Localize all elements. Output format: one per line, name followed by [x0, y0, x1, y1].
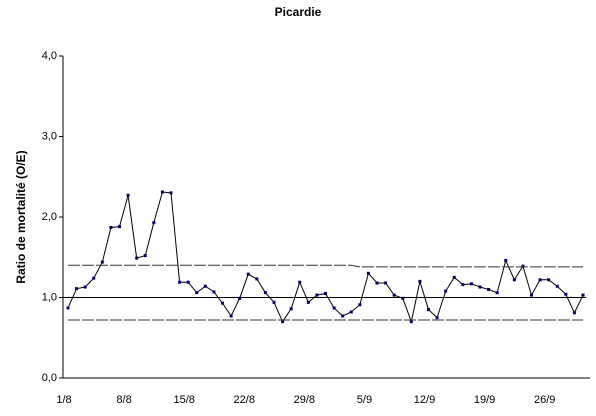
x-tick-label: 15/8: [173, 394, 194, 406]
point: [427, 308, 430, 312]
point: [272, 300, 276, 304]
point: [581, 293, 585, 297]
y-tick-label: 0,0: [42, 372, 57, 384]
x-tick-label: 26/9: [534, 394, 555, 406]
point: [538, 278, 542, 282]
x-tick-label: 5/9: [357, 394, 372, 406]
point: [435, 316, 439, 320]
point: [221, 301, 224, 305]
point: [160, 190, 164, 194]
point: [461, 283, 465, 287]
point: [66, 306, 70, 310]
point: [281, 320, 285, 324]
point: [384, 281, 388, 285]
point: [229, 314, 233, 318]
point: [109, 225, 113, 229]
point: [203, 284, 207, 288]
point: [358, 303, 362, 307]
point: [444, 289, 448, 293]
point: [332, 306, 336, 310]
point: [452, 275, 456, 279]
point: [195, 291, 199, 295]
limit-line: [68, 264, 583, 268]
point: [306, 300, 310, 304]
point: [530, 293, 533, 297]
point: [392, 293, 396, 297]
point: [478, 285, 482, 289]
point: [469, 282, 473, 286]
point: [564, 292, 568, 296]
point: [143, 254, 147, 258]
point: [169, 191, 173, 195]
point: [409, 320, 413, 324]
point: [92, 276, 96, 280]
point: [547, 278, 551, 282]
point: [186, 280, 190, 284]
point: [263, 291, 267, 295]
point: [495, 291, 499, 295]
x-tick-label: 22/8: [234, 394, 255, 406]
point: [238, 296, 242, 300]
point: [100, 260, 104, 264]
y-tick-label: 3,0: [42, 130, 57, 142]
point: [315, 293, 319, 297]
point: [521, 264, 525, 268]
point: [366, 271, 370, 275]
point: [152, 221, 156, 225]
point: [375, 281, 379, 285]
point: [418, 279, 422, 283]
point: [289, 307, 293, 311]
point: [298, 280, 302, 284]
x-tick-label: 29/8: [294, 394, 315, 406]
point: [83, 285, 87, 289]
x-tick-label: 12/9: [414, 394, 435, 406]
point: [401, 296, 405, 300]
point: [504, 258, 508, 262]
point: [212, 290, 216, 294]
x-tick-label: 1/8: [56, 394, 71, 406]
point: [126, 193, 130, 197]
point: [555, 284, 559, 288]
point: [75, 287, 79, 291]
x-tick-label: 8/8: [116, 394, 131, 406]
y-tick-label: 1,0: [42, 291, 57, 303]
y-tick-label: 4,0: [42, 50, 57, 62]
y-axis-label: Ratio de mortalité (O/E): [14, 150, 28, 283]
point: [572, 311, 576, 315]
y-tick-label: 2,0: [42, 211, 57, 223]
point: [324, 291, 327, 295]
point: [512, 278, 516, 282]
point: [341, 314, 345, 318]
point: [246, 272, 250, 276]
point: [135, 256, 139, 260]
point: [487, 287, 491, 291]
point: [349, 310, 353, 314]
point: [255, 277, 259, 281]
x-tick-label: 19/9: [474, 394, 495, 406]
point: [118, 225, 121, 229]
chart-title: Picardie: [275, 5, 322, 19]
point: [178, 280, 182, 284]
